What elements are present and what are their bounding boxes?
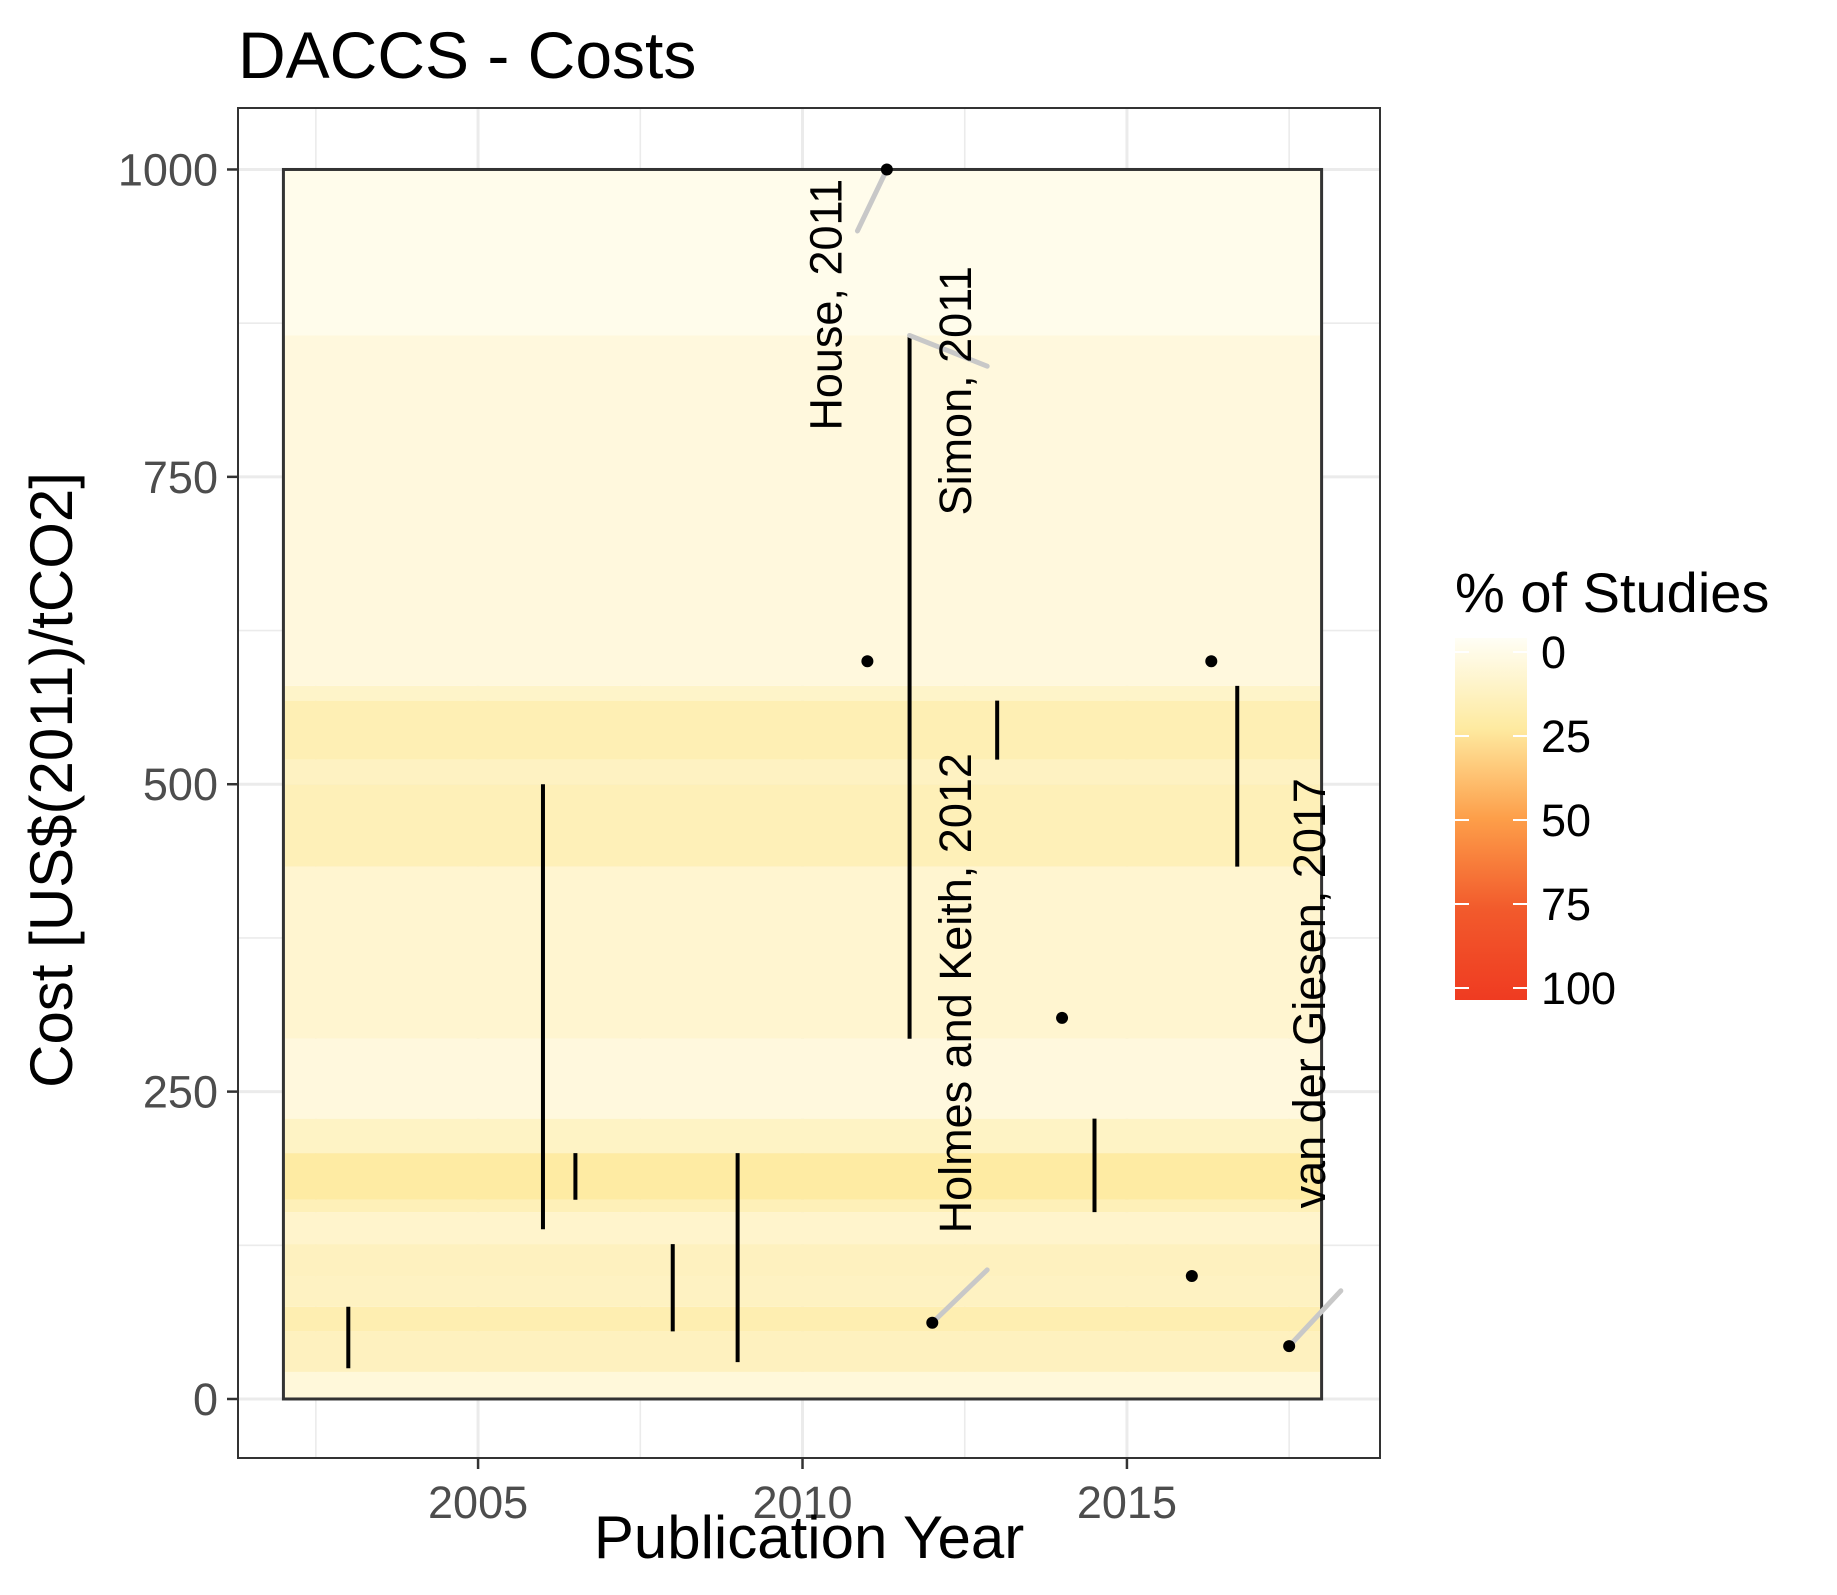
legend-title: % of Studies xyxy=(1455,561,1769,624)
data-point xyxy=(880,163,893,176)
legend-tick-label: 50 xyxy=(1541,795,1591,846)
range-lines xyxy=(346,335,1240,1369)
legend: % of Studies 0 25 50 75 100 xyxy=(1455,561,1769,1014)
data-point xyxy=(1185,1270,1198,1283)
data-point xyxy=(1205,655,1218,668)
leader-lines xyxy=(854,166,1344,1349)
heatmap-band xyxy=(283,784,1322,867)
y-tick-label: 500 xyxy=(143,759,218,810)
heatmap-band xyxy=(283,1276,1322,1307)
heatmap-band xyxy=(283,866,1322,1039)
heatmap-band xyxy=(283,169,1322,336)
chart-title: DACCS - Costs xyxy=(238,18,696,92)
data-point xyxy=(861,655,874,668)
annotation-leader-line xyxy=(854,166,890,234)
annotation-label: House, 2011 xyxy=(800,179,851,431)
y-tick-label: 1000 xyxy=(118,144,218,195)
heatmap-band xyxy=(283,1153,1322,1200)
annotation-leader-line xyxy=(929,1267,990,1326)
y-tick-label: 0 xyxy=(193,1374,218,1425)
legend-ticks: 0 25 50 75 100 xyxy=(1455,627,1616,1014)
heatmap-band xyxy=(283,700,1322,760)
annotations: House, 2011 Simon, 2011 Holmes and Keith, … xyxy=(800,179,1334,1234)
heatmap-band xyxy=(283,1199,1322,1213)
y-axis-title: Cost [US$(2011)/tCO2] xyxy=(18,472,85,1088)
x-tick-label: 2015 xyxy=(1077,1477,1177,1528)
legend-tick-label: 100 xyxy=(1541,963,1616,1014)
legend-tick-label: 25 xyxy=(1541,711,1591,762)
legend-tick-label: 0 xyxy=(1541,627,1566,678)
annotation-label: Simon, 2011 xyxy=(930,266,981,515)
heatmap-band xyxy=(283,1244,1322,1277)
y-tick-label: 250 xyxy=(143,1067,218,1118)
x-tick-label: 2005 xyxy=(428,1477,528,1528)
heatmap-band xyxy=(283,1371,1322,1399)
annotation-leader-line xyxy=(907,332,990,369)
heatmap-band xyxy=(283,1038,1322,1119)
annotation-leader-line xyxy=(1286,1288,1344,1349)
data-points xyxy=(861,163,1296,1353)
heatmap-band xyxy=(283,1306,1322,1332)
heatmap-band xyxy=(283,1212,1322,1245)
study-extent-box xyxy=(281,167,1324,1401)
x-axis-ticks: 2005 2010 2015 xyxy=(428,1458,1177,1528)
legend-tick-label: 75 xyxy=(1541,879,1591,930)
x-tick-label: 2010 xyxy=(752,1477,852,1528)
y-tick-label: 750 xyxy=(143,452,218,503)
heatmap-band xyxy=(283,1331,1322,1372)
annotation-label: van der Giesen, 2017 xyxy=(1284,778,1335,1208)
annotation-label: Holmes and Keith, 2012 xyxy=(930,753,981,1233)
data-point xyxy=(926,1316,939,1329)
y-axis-ticks: 0 250 500 750 1000 xyxy=(118,144,238,1425)
data-point xyxy=(1283,1340,1296,1353)
heatmap-band xyxy=(283,335,1322,686)
heatmap-band xyxy=(283,685,1322,701)
heatmap-band xyxy=(283,1118,1322,1154)
heatmap-bands xyxy=(283,169,1322,1399)
heatmap-band xyxy=(283,759,1322,785)
data-point xyxy=(1056,1011,1069,1024)
x-axis-title: Publication Year xyxy=(594,1504,1024,1571)
